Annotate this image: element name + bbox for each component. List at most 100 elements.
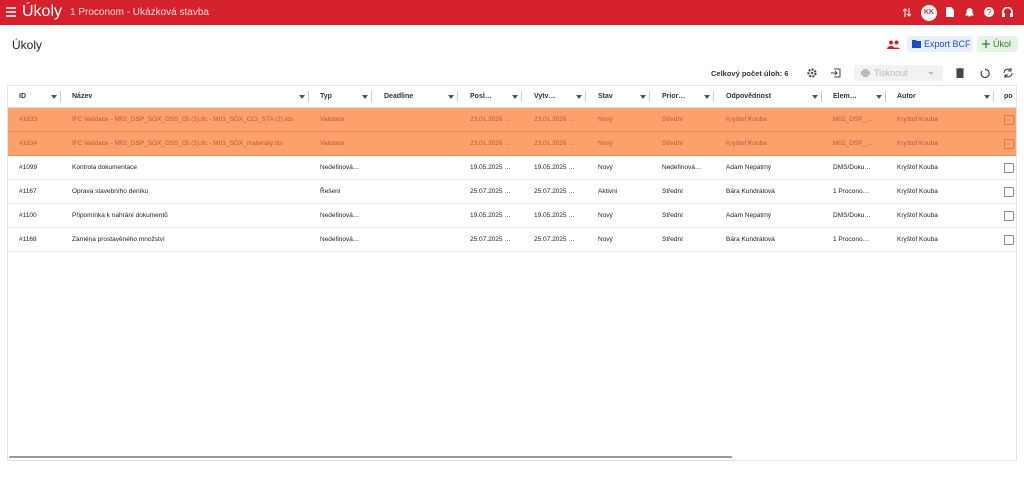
import-icon[interactable] — [831, 68, 841, 78]
table-cell: Nový — [598, 164, 613, 171]
button-label: Tisknout — [874, 68, 908, 78]
table-cell: Aktivní — [598, 188, 618, 195]
column-header[interactable]: Posl… — [470, 93, 492, 100]
column-divider — [885, 91, 886, 102]
filter-arrow[interactable] — [576, 95, 582, 99]
table-cell: 1 Procono… — [833, 236, 870, 243]
project-name[interactable]: 1 Proconom - Ukázková stavba — [70, 7, 209, 18]
table-cell: 23.01.2026 … — [534, 116, 575, 123]
table-cell: M02_DSP_… — [833, 116, 873, 123]
column-header[interactable]: Deadline — [384, 93, 414, 100]
table-cell: Kryštof Kouba — [897, 188, 938, 195]
column-divider — [713, 91, 714, 102]
bell-icon[interactable] — [965, 7, 974, 17]
column-divider — [457, 91, 458, 102]
column-header[interactable]: Prior… — [662, 93, 686, 100]
page-title: Úkoly — [12, 38, 43, 52]
column-divider — [308, 91, 309, 102]
table-row[interactable]: #1099 Kontrola dokumentace Nedefinová… 19.0… — [8, 156, 1016, 180]
export-bcf-button[interactable]: Export BCF — [907, 36, 973, 52]
column-header[interactable]: po — [1004, 93, 1013, 100]
table-cell: Nedefinová… — [320, 164, 360, 171]
print-button[interactable]: Tisknout — [854, 65, 943, 81]
column-header[interactable]: Elem… — [833, 93, 857, 100]
reset-icon[interactable] — [980, 68, 990, 78]
filter-arrow[interactable] — [448, 95, 454, 99]
filter-arrow[interactable] — [299, 95, 305, 99]
table-row[interactable]: #1168 Záměna prostavěného množství Nedefin… — [8, 228, 1016, 252]
filter-arrow[interactable] — [362, 95, 368, 99]
doc-icon[interactable] — [946, 7, 954, 17]
table-cell: DMS/Doku… — [833, 164, 871, 171]
table-row[interactable]: #1633 IFC Validace - M02_DSP_SOX_DSS_05 (… — [8, 108, 1016, 132]
row-checkbox[interactable] — [1004, 187, 1014, 197]
scrollbar[interactable] — [9, 456, 732, 458]
row-checkbox[interactable] — [1004, 211, 1014, 221]
table-cell: #1634 — [19, 140, 38, 147]
settings-icon[interactable] — [807, 68, 817, 78]
column-divider — [649, 91, 650, 102]
filter-arrow[interactable] — [512, 95, 518, 99]
table-cell: M02_DSP_… — [833, 140, 873, 147]
filter-arrow[interactable] — [704, 95, 710, 99]
plus-icon — [982, 40, 990, 48]
sort-icon[interactable] — [903, 8, 911, 17]
table-cell: Nedefinová… — [320, 212, 360, 219]
dropdown-arrow — [928, 72, 934, 75]
table-cell: 19.05.2025 … — [470, 212, 511, 219]
column-header[interactable]: Odpovědnost — [726, 93, 772, 100]
filter-arrow[interactable] — [984, 95, 990, 99]
help-icon[interactable]: ? — [984, 7, 994, 17]
table-cell: #1099 — [19, 164, 38, 171]
total-count: Celkový počet úloh: 6 — [711, 69, 789, 78]
table-cell: Kryštof Kouba — [897, 236, 938, 243]
table-cell: Nový — [598, 212, 613, 219]
refresh-icon[interactable] — [1003, 68, 1013, 78]
table-row[interactable]: #1167 Oprava stavebního deníku Řešení 25.07… — [8, 180, 1016, 204]
table-cell: 23.01.2026 … — [534, 140, 575, 147]
column-header[interactable]: Typ — [320, 93, 332, 100]
filter-arrow[interactable] — [876, 95, 882, 99]
menu-icon[interactable] — [6, 7, 16, 17]
users-icon[interactable] — [887, 40, 900, 49]
table-cell: Střední — [662, 236, 683, 243]
table-row[interactable]: #1100 Připomínka k nahrání dokumentů Nedef… — [8, 204, 1016, 228]
column-divider — [371, 91, 372, 102]
row-checkbox[interactable] — [1004, 235, 1014, 245]
table-cell: Nedefinová… — [320, 236, 360, 243]
table-cell: Připomínka k nahrání dokumentů — [72, 212, 168, 219]
filter-arrow[interactable] — [51, 95, 57, 99]
table-cell: Kryštof Kouba — [897, 116, 938, 123]
column-header[interactable]: Autor — [897, 93, 916, 100]
table-cell: #1167 — [19, 188, 37, 195]
table-cell: 19.05.2025 … — [534, 164, 575, 171]
table-row[interactable]: #1634 IFC Validace - M02_DSP_SOX_DSS_05 (… — [8, 132, 1016, 156]
column-header[interactable]: Vytv… — [534, 93, 556, 100]
row-checkbox[interactable] — [1004, 163, 1014, 173]
column-header[interactable]: Název — [72, 93, 93, 100]
support-icon[interactable] — [1002, 7, 1013, 17]
table-cell: #1168 — [19, 236, 37, 243]
table-cell: Kryštof Kouba — [726, 140, 767, 147]
table-cell: 25.07.2025 … — [534, 188, 575, 195]
column-header[interactable]: Stav — [598, 93, 613, 100]
table-cell: Nový — [598, 236, 613, 243]
user-avatar[interactable]: KK — [921, 5, 937, 21]
task-table: ID Název Typ Deadline Posl… Vytv… Stav Prior… Od… — [7, 85, 1017, 461]
table-cell: #1633 — [19, 116, 38, 123]
column-divider — [993, 91, 994, 102]
new-task-button[interactable]: Úkol — [977, 36, 1018, 52]
table-cell: 25.07.2025 … — [470, 236, 511, 243]
filter-arrow[interactable] — [812, 95, 818, 99]
table-header — [8, 86, 1016, 108]
table-cell: Kryštof Kouba — [897, 164, 938, 171]
row-checkbox[interactable] — [1004, 139, 1014, 149]
table-cell: IFC Validace - M02_DSP_SOX_DSS_05 (2).if… — [72, 140, 283, 147]
table-cell: 19.05.2025 … — [534, 212, 575, 219]
table-cell: Střední — [662, 140, 683, 147]
column-header[interactable]: ID — [19, 93, 26, 100]
delete-icon[interactable] — [956, 68, 964, 78]
filter-arrow[interactable] — [640, 95, 646, 99]
table-cell: 23.01.2026 … — [470, 140, 511, 147]
row-checkbox[interactable] — [1004, 115, 1014, 125]
